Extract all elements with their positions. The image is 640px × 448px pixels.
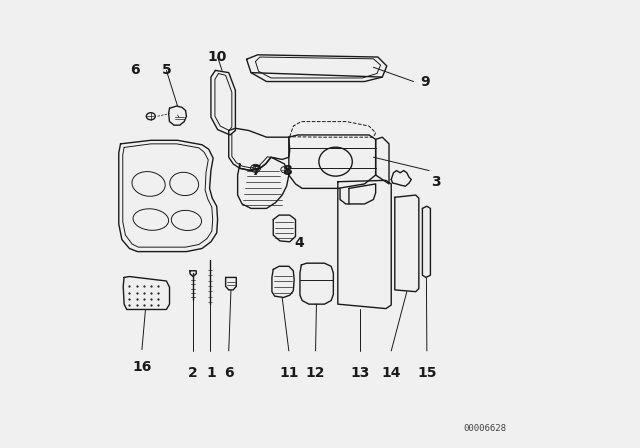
Text: 4: 4	[294, 236, 304, 250]
Text: 15: 15	[417, 366, 436, 380]
Text: 12: 12	[306, 366, 325, 380]
Text: 1: 1	[206, 366, 216, 380]
Text: 2: 2	[188, 366, 198, 380]
Text: 5: 5	[161, 64, 172, 78]
Text: 6: 6	[224, 366, 234, 380]
Text: 3: 3	[431, 175, 440, 189]
Text: 00006628: 00006628	[463, 424, 506, 433]
Text: 6: 6	[131, 64, 140, 78]
Text: 7: 7	[251, 164, 260, 178]
Text: 10: 10	[208, 50, 227, 64]
Text: 16: 16	[132, 360, 152, 375]
Text: 8: 8	[282, 164, 291, 178]
Text: 14: 14	[381, 366, 401, 380]
Text: 9: 9	[420, 74, 429, 89]
Text: 13: 13	[350, 366, 370, 380]
Text: 11: 11	[279, 366, 299, 380]
